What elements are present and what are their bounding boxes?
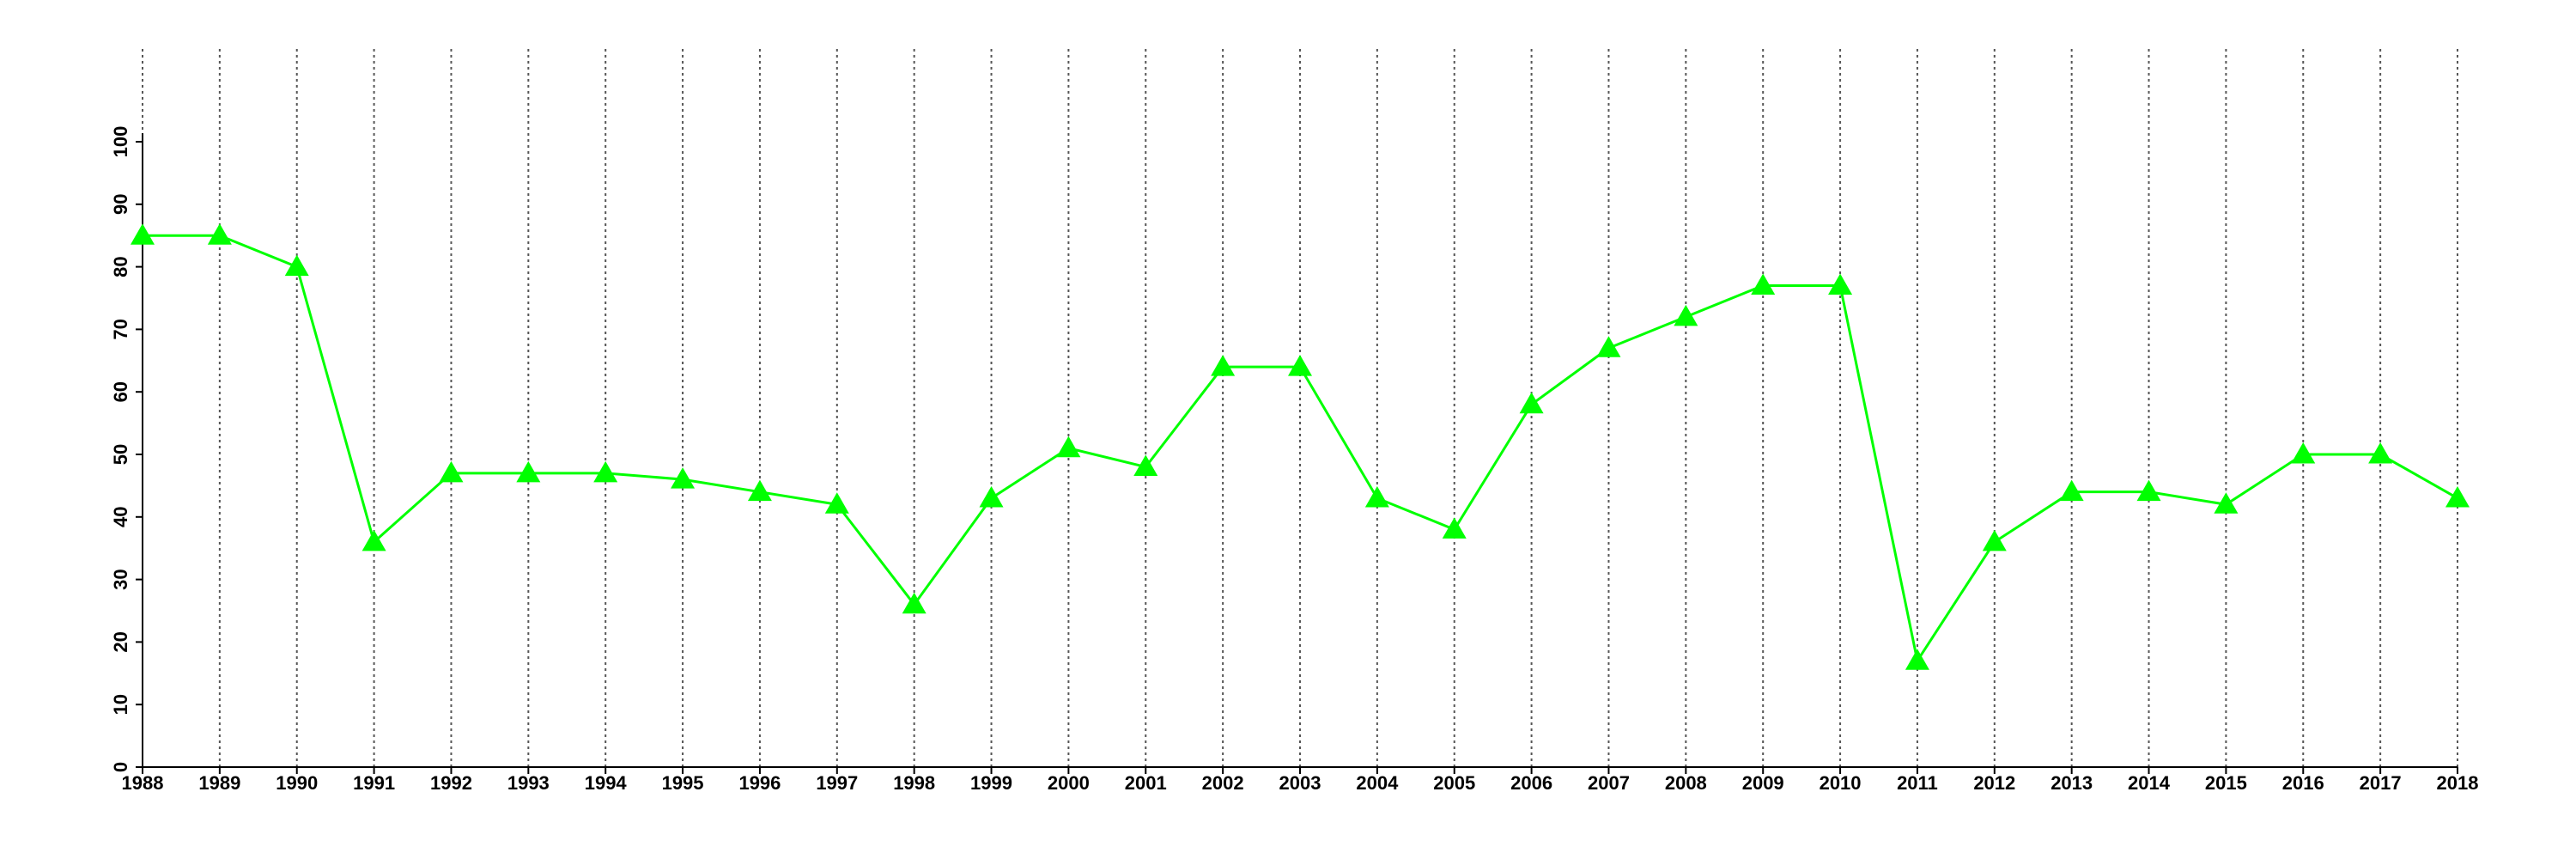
marker [1211, 355, 1236, 376]
marker [1828, 273, 1853, 295]
x-tick-label: 1993 [507, 772, 550, 794]
x-tick-label: 2009 [1742, 772, 1784, 794]
x-tick-label: 2001 [1125, 772, 1167, 794]
marker [2291, 442, 2316, 464]
marker [131, 223, 155, 245]
marker [1519, 392, 1544, 414]
y-tick-label: 0 [110, 762, 131, 772]
marker [1596, 336, 1621, 357]
marker [2445, 485, 2470, 508]
x-tick-label: 1995 [662, 772, 704, 794]
marker [593, 460, 618, 483]
y-tick-label: 30 [110, 569, 131, 589]
x-tick-label: 1994 [585, 772, 628, 794]
x-tick-label: 2016 [2282, 772, 2324, 794]
y-tick-label: 50 [110, 444, 131, 465]
marker [1133, 454, 1158, 477]
x-tick-label: 1996 [738, 772, 781, 794]
x-tick-label: 1992 [430, 772, 472, 794]
marker [671, 467, 696, 489]
marker [2059, 479, 2084, 502]
marker [284, 254, 309, 277]
marker [1056, 436, 1081, 458]
marker [747, 479, 772, 502]
x-tick-label: 2014 [2128, 772, 2171, 794]
marker [439, 460, 464, 483]
marker [1751, 273, 1776, 295]
marker [2214, 492, 2239, 514]
x-tick-label: 1988 [122, 772, 164, 794]
x-tick-label: 2006 [1510, 772, 1552, 794]
marker [979, 485, 1004, 508]
x-tick-label: 2004 [1356, 772, 1399, 794]
x-tick-label: 2015 [2205, 772, 2247, 794]
y-tick-label: 20 [110, 631, 131, 652]
x-tick-label: 2008 [1665, 772, 1707, 794]
marker [902, 592, 927, 614]
y-tick-label: 80 [110, 256, 131, 277]
x-tick-label: 2003 [1279, 772, 1321, 794]
x-tick-label: 2000 [1048, 772, 1090, 794]
y-tick-label: 10 [110, 694, 131, 715]
y-tick-label: 90 [110, 194, 131, 215]
y-tick-label: 40 [110, 507, 131, 527]
x-tick-label: 1990 [276, 772, 318, 794]
marker [1442, 517, 1467, 539]
marker [361, 529, 386, 551]
marker [1288, 355, 1312, 376]
x-tick-label: 2010 [1820, 772, 1862, 794]
x-tick-label: 2017 [2360, 772, 2402, 794]
x-tick-label: 2012 [1973, 772, 2015, 794]
x-tick-label: 2002 [1202, 772, 1244, 794]
marker [516, 460, 541, 483]
marker [2136, 479, 2161, 502]
y-tick-label: 60 [110, 381, 131, 402]
y-tick-label: 100 [110, 126, 131, 158]
x-tick-label: 2007 [1588, 772, 1630, 794]
x-tick-label: 2011 [1897, 772, 1938, 794]
x-tick-label: 2005 [1433, 772, 1475, 794]
x-tick-label: 1997 [816, 772, 858, 794]
marker [2368, 442, 2393, 464]
marker [1674, 304, 1698, 326]
marker [207, 223, 232, 245]
x-tick-label: 1989 [198, 772, 240, 794]
y-tick-label: 70 [110, 319, 131, 339]
marker [1982, 529, 2007, 551]
marker [824, 492, 849, 514]
x-tick-label: 2018 [2437, 772, 2479, 794]
marker [1364, 485, 1389, 508]
x-tick-label: 1991 [353, 772, 395, 794]
x-tick-label: 1999 [970, 772, 1012, 794]
x-tick-label: 1998 [893, 772, 935, 794]
marker [1905, 649, 1929, 670]
x-tick-label: 2013 [2050, 772, 2093, 794]
